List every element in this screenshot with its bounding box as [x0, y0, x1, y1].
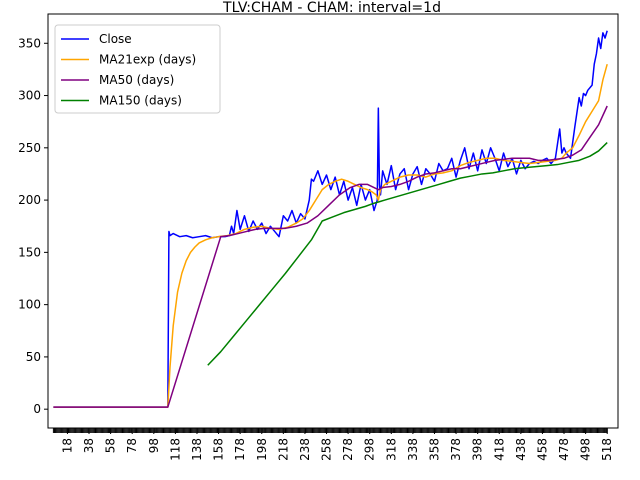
series-line-1 — [53, 63, 608, 408]
x-tick-label: 338 — [406, 438, 420, 461]
legend-label: Close — [99, 32, 132, 46]
x-tick-label: 398 — [471, 438, 485, 461]
x-tick-label: 438 — [514, 438, 528, 461]
x-tick-label: 78 — [125, 438, 139, 453]
legend-label: MA50 (days) — [99, 73, 174, 87]
x-tick-label: 38 — [82, 438, 96, 453]
x-tick-label: 178 — [233, 438, 247, 461]
x-tick-label: 478 — [557, 438, 571, 461]
series-line-3 — [207, 142, 608, 366]
x-tick-label: 58 — [104, 438, 118, 453]
series-line-2 — [53, 105, 608, 408]
plot-area — [53, 30, 608, 408]
x-tick-label: 378 — [449, 438, 463, 461]
y-tick-label: 0 — [33, 402, 41, 416]
x-tick-label: 138 — [190, 438, 204, 461]
x-tick-label: 238 — [298, 438, 312, 461]
x-tick-label: 298 — [363, 438, 377, 461]
y-tick-label: 150 — [18, 245, 41, 259]
x-axis: 18 38 58 78 98 118 138 158 178 198 218 238 258 278 298… — [52, 428, 614, 461]
y-tick-label: 100 — [18, 298, 41, 312]
x-tick-label: 218 — [276, 438, 290, 461]
legend-label: MA150 (days) — [99, 94, 182, 108]
x-tick-label: 458 — [535, 438, 549, 461]
x-tick-label: 18 — [60, 438, 74, 453]
x-tick-label: 258 — [320, 438, 334, 461]
x-tick-label: 498 — [579, 438, 593, 461]
x-tick-label: 418 — [492, 438, 506, 461]
y-tick-label: 350 — [18, 36, 41, 50]
y-tick-label: 250 — [18, 141, 41, 155]
x-tick-label: 118 — [168, 438, 182, 461]
x-tick-label: 98 — [147, 438, 161, 453]
legend-box — [54, 24, 221, 114]
x-tick-label: 278 — [341, 438, 355, 461]
x-tick-label: 318 — [384, 438, 398, 461]
x-tick-label: 358 — [427, 438, 441, 461]
y-tick-label: 50 — [26, 350, 41, 364]
y-tick-label: 200 — [18, 193, 41, 207]
y-axis: 0 50 100 150 200 250 300 350 — [18, 36, 48, 416]
x-tick-label: 518 — [600, 438, 614, 461]
y-tick-label: 300 — [18, 89, 41, 103]
chart-title: TLV:CHAM - CHAM: interval=1d — [222, 0, 441, 16]
legend-label: MA21exp (days) — [99, 53, 196, 67]
x-tick-label: 158 — [212, 438, 226, 461]
x-tick-label: 198 — [255, 438, 269, 461]
legend: Close MA21exp (days) MA50 (days) MA150 (day… — [54, 24, 221, 114]
